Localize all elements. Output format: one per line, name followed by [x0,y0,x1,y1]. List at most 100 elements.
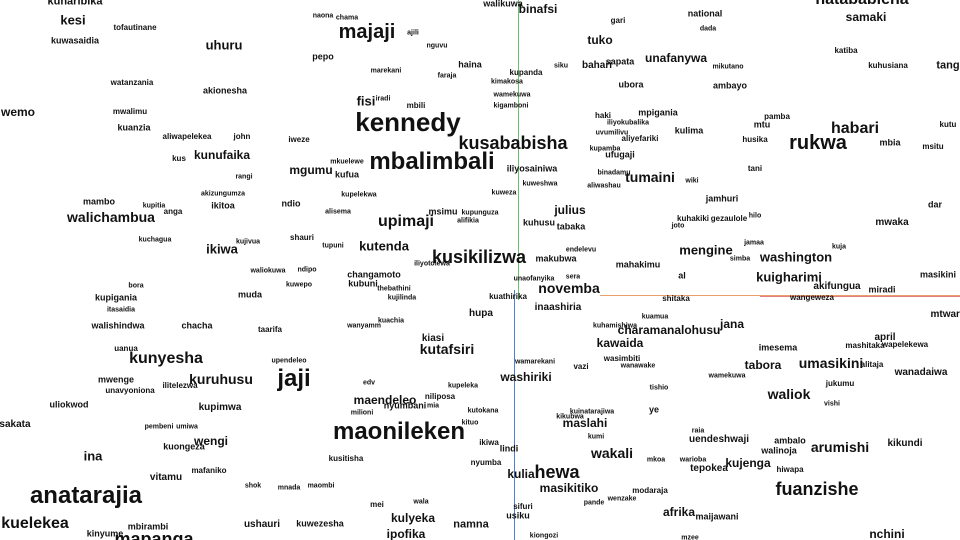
cloud-word: afrika [662,505,696,519]
cloud-word: kunaribika [47,0,103,8]
cloud-word: maijawani [695,511,739,522]
cloud-word: ikiwa [479,438,499,447]
cloud-word: edv [362,379,376,387]
cloud-word: shitaka [662,294,690,303]
cloud-word: rangi [235,173,253,181]
cloud-word: mtu [753,119,771,130]
cloud-word: mambo [82,196,116,207]
cloud-word: kuhakiki [676,214,710,223]
cloud-word: kuhusu [522,217,556,228]
cloud-word: jaji [277,365,311,392]
cloud-word: raia [691,427,705,435]
cloud-word: al [678,270,686,281]
cloud-word: mafaniko [191,466,227,475]
cloud-word: niliposa [424,392,456,401]
cloud-word: shauri [289,233,315,242]
cloud-word: kupitia [142,202,166,210]
cloud-word: upendeleo [271,357,307,365]
cloud-word: endelevu [565,246,597,254]
cloud-word: sera [565,273,581,281]
cloud-word: kikubwa [556,413,584,421]
cloud-word: jukumu [825,379,855,388]
cloud-word: marekani [370,67,402,75]
cloud-word: kawaida [596,336,644,350]
cloud-word: mwaka [875,217,909,228]
cloud-word: kuwasaidia [50,35,100,46]
cloud-word: tishio [649,384,669,392]
cloud-word: kuja [831,243,847,251]
cloud-word: akizungumza [201,190,245,198]
cloud-word: namna [453,518,489,531]
cloud-word: husika [742,135,768,144]
cloud-word: mzee [681,534,699,540]
cloud-word: kupelekwa [341,191,377,199]
cloud-word: pande [583,499,605,507]
cloud-word: wemo [0,105,36,119]
cloud-word: mkuelewe [330,158,364,166]
cloud-word: mpigania [638,107,678,118]
cloud-word: iliyosainiwa [506,163,558,174]
cloud-word: masikini [919,269,957,280]
cloud-word: pembeni [144,423,174,431]
cloud-word: kupamba [589,145,621,153]
cloud-word: arumishi [810,439,870,455]
cloud-word: hiwapa [776,465,804,474]
cloud-word: uliokwod [49,399,89,410]
cloud-word: kupimwa [198,402,242,413]
cloud-word: warioba [679,456,707,464]
cloud-word: wengi [193,434,229,448]
cloud-word: walishindwa [91,320,145,331]
cloud-word: mbili [406,101,426,110]
cloud-word: kutafsiri [419,341,475,357]
cloud-word: samaki [845,10,887,24]
cloud-word: binafsi [518,2,558,16]
cloud-word: wasimbiti [603,354,641,363]
cloud-word: kuwepo [285,281,313,289]
cloud-word: april [874,332,896,343]
cloud-word: kusababisha [458,133,568,153]
cloud-word: ipofika [386,527,426,540]
cloud-word: wanawake [620,362,656,370]
cloud-word: ushauri [243,519,281,530]
cloud-word: mgumu [289,163,333,177]
cloud-word: vazi [573,362,589,371]
cloud-word: kujivua [235,238,261,246]
cloud-word: milioni [350,409,374,417]
cloud-word: wanadaiwa [894,367,948,378]
cloud-word: bahari [581,60,613,71]
cloud-word: akionesha [202,85,248,96]
cloud-word: kikundi [887,438,923,449]
cloud-word: maonileken [332,418,466,445]
cloud-word: kiasi [421,333,445,344]
cloud-word: john [233,132,251,141]
cloud-word: inaashiria [534,302,582,313]
cloud-word: ndio [281,198,301,209]
cloud-word: alifikia [457,217,479,225]
cloud-word: uhuru [205,37,243,53]
horizontal-guide-line-red [760,296,960,297]
cloud-word: kus [172,154,186,163]
cloud-word: joto [671,222,685,230]
cloud-word: anatarajia [29,482,143,509]
cloud-word: ambalo [774,435,806,446]
cloud-word: mnada [277,484,301,492]
cloud-word: nyumbani [383,400,427,411]
cloud-word: ikiwa [206,241,238,257]
cloud-word: simba [729,255,751,263]
cloud-word: hewa [534,462,580,482]
cloud-word: kufua [334,169,360,180]
cloud-word: modaraja [632,486,668,495]
cloud-word: kuongeza [163,441,205,452]
cloud-word: tofautinane [113,23,157,32]
cloud-word: mapanga [114,529,194,540]
cloud-word: lindi [499,443,519,454]
cloud-word: nyumba [470,458,502,467]
cloud-word: faraja [437,72,457,80]
cloud-word: umasikini [798,355,864,371]
cloud-word: hilo [748,212,762,220]
cloud-word: tepokea [690,463,728,474]
cloud-word: wenzake [607,495,637,503]
cloud-word: ubora [618,79,644,90]
cloud-word: dar [927,199,943,210]
cloud-word: mkoa [646,456,666,464]
